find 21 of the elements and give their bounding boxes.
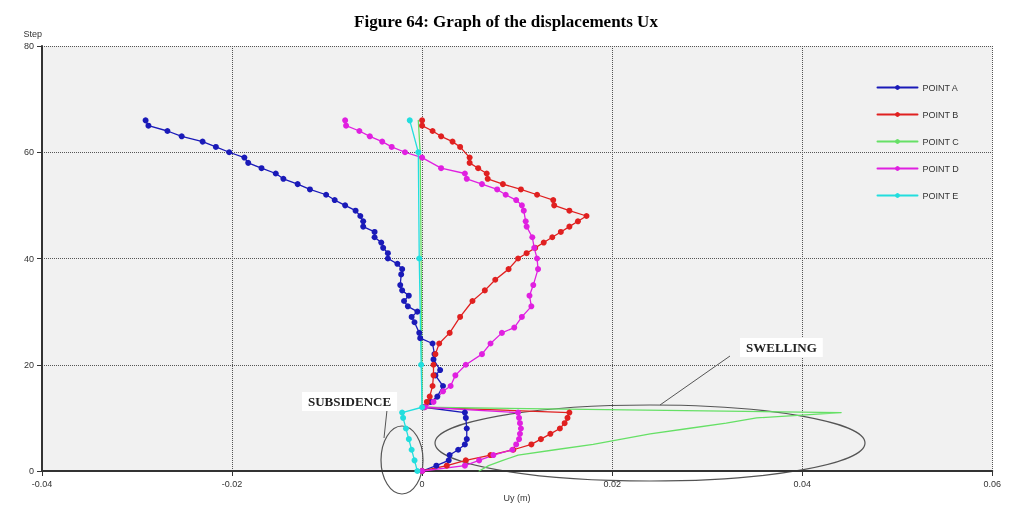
y-tick-label: 20 xyxy=(23,359,34,370)
y-tick-label: 40 xyxy=(23,253,34,264)
annotation: SWELLING xyxy=(746,340,817,355)
annotation: SUBSIDENCE xyxy=(308,394,392,409)
x-tick-label: 0 xyxy=(419,478,425,489)
x-tick-label: 0.06 xyxy=(983,478,1002,489)
y-tick-label: 60 xyxy=(23,147,34,158)
legend-label: POINT B xyxy=(922,109,959,120)
y-tick-label: 0 xyxy=(28,466,34,476)
legend-label: POINT C xyxy=(922,136,960,147)
x-axis-title: Uy (m) xyxy=(503,492,531,503)
chart-title: Figure 64: Graph of the displacements Ux xyxy=(354,12,659,31)
legend-label: POINT A xyxy=(922,82,958,93)
x-tick-label: 0.02 xyxy=(603,478,621,489)
y-axis-title: Step xyxy=(23,28,42,39)
legend-label: POINT E xyxy=(922,190,959,201)
x-tick-label: 0.04 xyxy=(793,478,811,489)
y-tick-label: 80 xyxy=(23,41,34,51)
legend-label: POINT D xyxy=(922,163,960,174)
x-tick-label: -0.04 xyxy=(31,478,53,489)
x-tick-label: -0.02 xyxy=(221,478,243,489)
